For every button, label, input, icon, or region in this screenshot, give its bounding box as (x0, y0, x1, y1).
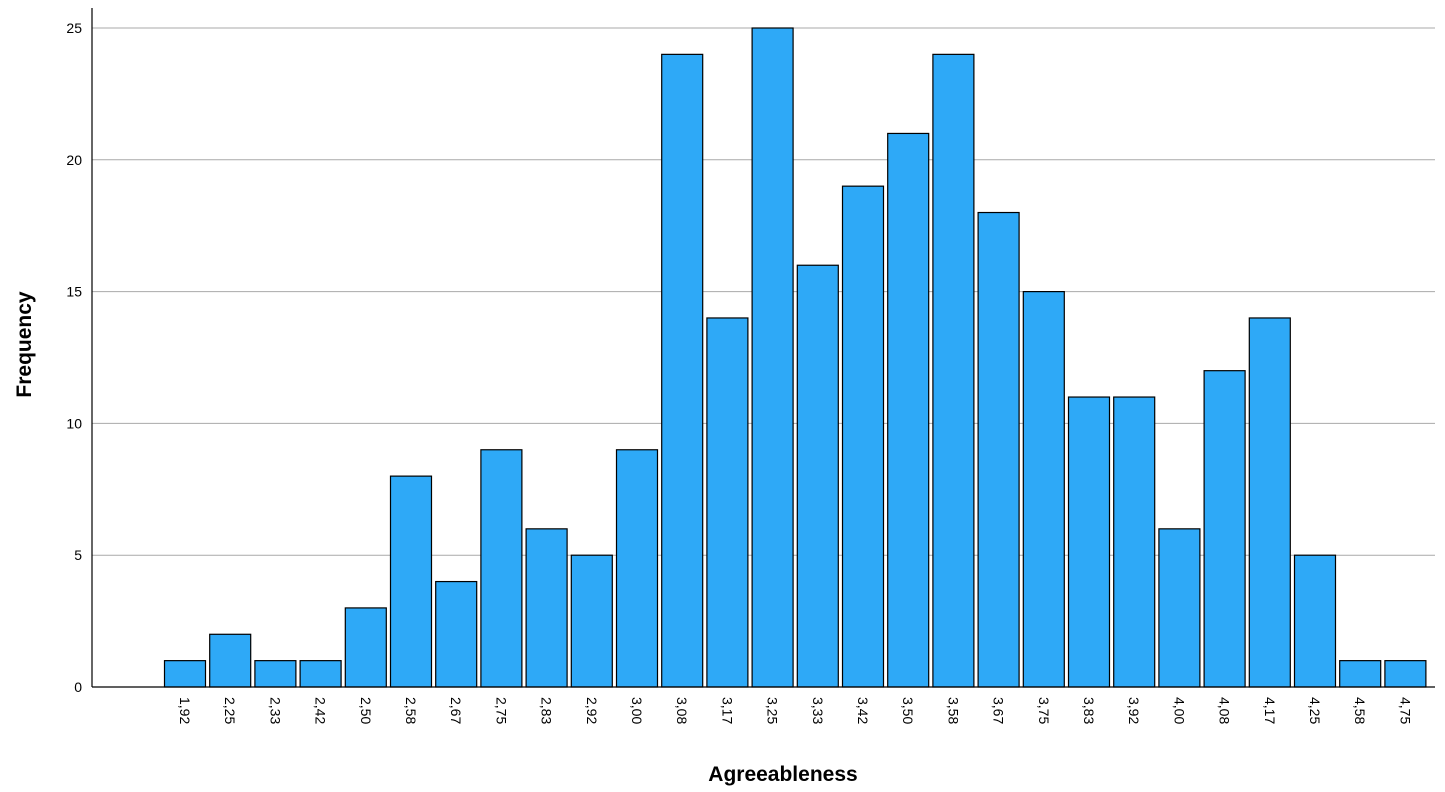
y-tick-label: 20 (66, 152, 82, 168)
bar-2,67 (435, 580, 478, 688)
x-tick-label: 3,92 (1126, 697, 1142, 724)
bar-2,83 (525, 528, 568, 688)
bar-4,75 (1384, 660, 1427, 688)
bar-4,08 (1203, 370, 1246, 688)
x-tick-label: 4,08 (1217, 697, 1233, 724)
bar-3,25 (751, 27, 794, 688)
x-tick-label: 3,25 (765, 697, 781, 724)
bar-2,33 (254, 660, 297, 688)
bar-3,42 (841, 185, 885, 688)
x-tick-label: 2,75 (493, 697, 509, 724)
x-tick-label: 3,08 (674, 697, 690, 724)
x-tick-label: 3,17 (719, 697, 735, 724)
x-tick-label: 3,00 (629, 697, 645, 724)
bar-2,92 (570, 554, 613, 688)
x-tick-label: 3,33 (810, 697, 826, 724)
x-tick-label: 2,25 (222, 697, 238, 724)
x-tick-label: 3,83 (1081, 697, 1097, 724)
x-tick-labels: 1,92 2,25 2,33 2,42 2,50 2,58 2,67 2,75 2,83 2,92… (177, 697, 1413, 724)
bar-1,92 (163, 660, 207, 688)
bar-2,75 (480, 449, 523, 688)
bar-3,50 (887, 132, 930, 688)
x-tick-label: 3,42 (855, 697, 871, 724)
x-tick-label: 2,92 (584, 697, 600, 724)
bar-2,50 (344, 607, 387, 688)
x-tick-label: 1,92 (177, 697, 193, 724)
bar-3,33 (796, 264, 839, 688)
bars (163, 27, 1427, 688)
x-tick-label: 4,25 (1307, 697, 1323, 724)
x-axis-title: Agreeableness (708, 763, 857, 786)
bar-4,58 (1339, 660, 1382, 688)
bar-3,75 (1022, 291, 1065, 688)
x-tick-label: 2,50 (358, 697, 374, 724)
bar-2,42 (299, 660, 342, 688)
bar-2,58 (389, 475, 433, 688)
x-tick-label: 4,75 (1397, 697, 1413, 724)
y-tick-label: 10 (66, 415, 82, 431)
y-tick-labels: 0 5 10 15 20 25 (66, 20, 82, 695)
x-tick-label: 3,67 (991, 697, 1007, 724)
y-tick-label: 5 (74, 547, 82, 563)
x-tick-label: 2,83 (539, 697, 555, 724)
bar-3,17 (706, 317, 749, 688)
bar-3,00 (615, 449, 659, 688)
bar-2,25 (209, 633, 252, 688)
bar-4,17 (1248, 317, 1291, 688)
x-tick-label: 2,33 (267, 697, 283, 724)
x-tick-label: 3,50 (900, 697, 916, 724)
x-tick-label: 3,58 (945, 697, 961, 724)
y-tick-label: 0 (74, 679, 82, 695)
x-tick-label: 2,42 (313, 697, 329, 724)
x-tick-label: 2,67 (448, 697, 464, 724)
bar-3,67 (977, 211, 1020, 688)
axes (91, 8, 1435, 688)
y-axis-title: Frequency (13, 291, 36, 398)
bar-4,25 (1293, 554, 1337, 688)
y-tick-label: 15 (66, 284, 82, 300)
bar-3,92 (1113, 396, 1156, 688)
x-tick-label: 3,75 (1036, 697, 1052, 724)
x-tick-label: 2,58 (403, 697, 419, 724)
bar-4,00 (1158, 528, 1201, 688)
x-tick-label: 4,17 (1262, 697, 1278, 724)
bar-3,08 (661, 53, 704, 688)
y-tick-label: 25 (66, 20, 82, 36)
x-tick-label: 4,00 (1171, 697, 1187, 724)
bar-3,58 (932, 53, 975, 688)
x-tick-label: 4,58 (1352, 697, 1368, 724)
bar-3,83 (1067, 396, 1111, 688)
